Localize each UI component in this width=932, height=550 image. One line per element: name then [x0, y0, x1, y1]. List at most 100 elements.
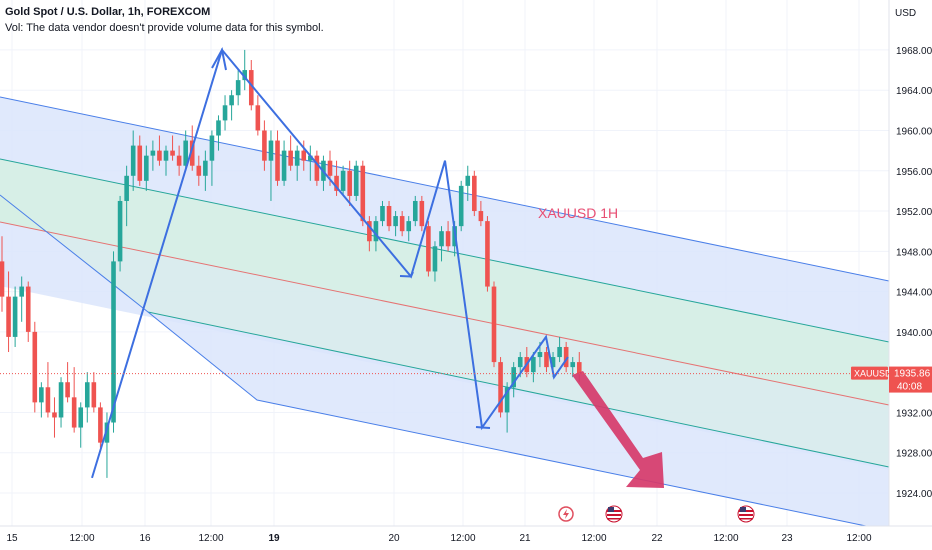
candle-body [557, 346, 562, 358]
candle-body [137, 145, 143, 181]
candle-body [98, 407, 103, 443]
us-flag-icon[interactable] [605, 505, 623, 523]
candle-body [386, 206, 392, 227]
candle-body [242, 70, 248, 81]
price-badge[interactable]: XAUUSD 1935.86 40:08 [851, 366, 932, 393]
candle-body [65, 382, 70, 398]
us-flag-icon[interactable] [737, 505, 755, 523]
badge-symbol: XAUUSD [854, 369, 892, 379]
candle-body [353, 165, 359, 196]
candle-body [294, 150, 300, 166]
candle-body [491, 286, 497, 363]
candle-body [399, 216, 405, 232]
candle-body [150, 150, 156, 156]
candle-body [248, 70, 254, 106]
candle-body [340, 170, 346, 191]
zigzag-arrowhead [475, 426, 491, 429]
price-tick-label: 1932.00 [896, 408, 932, 419]
zigzag-arrowhead [211, 47, 227, 71]
economic-event-icon[interactable] [558, 506, 574, 522]
price-tick-label: 1964.00 [896, 86, 932, 97]
time-tick-label: 12:00 [69, 533, 94, 544]
candle-body [229, 95, 234, 106]
candle-body [511, 367, 516, 388]
candle-body [163, 150, 169, 161]
zigzag-line [91, 47, 569, 479]
candle-body [465, 175, 471, 186]
candle-body [570, 362, 576, 368]
candle-body [203, 160, 208, 176]
chart-title: Gold Spot / U.S. Dollar, 1h, FOREXCOM [5, 6, 211, 18]
badge-price: 1935.86 [894, 369, 931, 380]
candle-body [439, 231, 444, 247]
candle-body [189, 140, 195, 166]
candle-body [360, 165, 366, 222]
price-tick-label: 1944.00 [896, 288, 932, 299]
candle-body [301, 150, 307, 161]
channel-inner-band [0, 159, 889, 405]
currency-label: USD [895, 8, 916, 19]
candle-body [393, 216, 398, 227]
candle-body [157, 150, 162, 161]
candle-body [104, 422, 110, 443]
candle-body [111, 261, 116, 423]
price-tick-label: 1940.00 [896, 328, 932, 339]
candle-body [209, 135, 215, 161]
candle-body [32, 331, 38, 403]
price-axis[interactable]: 1968.00 1964.00 1960.00 1956.00 1952.00 1948.… [896, 46, 932, 500]
candlestick-series [0, 49, 582, 478]
candle-body [255, 105, 261, 131]
candle-body [504, 387, 510, 413]
time-axis[interactable]: 15 12:00 16 12:00 19 20 12:00 21 12:00 22 12:00 23 1… [6, 533, 872, 544]
candle-body [288, 150, 293, 166]
price-tick-label: 1960.00 [896, 126, 932, 137]
candle-body [130, 145, 136, 176]
channel-lower-band [0, 195, 889, 526]
channel-top-line [0, 96, 890, 282]
candle-body [25, 286, 31, 332]
candle-body [380, 206, 385, 222]
candle-body [124, 175, 129, 201]
regression-channel [0, 96, 890, 527]
candle-body [170, 150, 175, 156]
candle-body [367, 221, 372, 242]
price-tick-label: 1952.00 [896, 207, 932, 218]
candle-body [419, 200, 425, 227]
zigzag-arrowhead [399, 271, 414, 278]
channel-lower-mid-line [147, 311, 890, 468]
candle-body [275, 140, 280, 181]
time-tick-label: 19 [268, 533, 280, 544]
candle-body [498, 362, 503, 413]
time-tick-label: 12:00 [713, 533, 738, 544]
candle-body [432, 246, 438, 272]
volume-note: Vol: The data vendor doesn't provide vol… [5, 22, 324, 34]
time-tick-label: 12:00 [581, 533, 606, 544]
candle-body [445, 231, 451, 247]
candle-body [183, 140, 188, 166]
candle-body [117, 200, 123, 262]
channel-upper-mid-line [0, 158, 890, 343]
candle-body [426, 226, 431, 272]
candle-body [6, 296, 11, 337]
candle-body [550, 357, 556, 368]
candle-body [45, 387, 51, 413]
time-tick-label: 23 [781, 533, 793, 544]
badge-countdown: 40:08 [897, 382, 922, 393]
time-tick-label: 22 [651, 533, 663, 544]
candle-body [281, 150, 287, 181]
price-tick-label: 1968.00 [896, 46, 932, 57]
candle-body [39, 387, 44, 403]
candle-body [563, 346, 569, 368]
price-tick-label: 1956.00 [896, 167, 932, 178]
time-tick-label: 12:00 [198, 533, 223, 544]
candle-body [78, 407, 84, 428]
candle-body [412, 200, 418, 222]
chart-annotation: XAUUSD 1H [538, 205, 618, 221]
candle-body [373, 221, 379, 242]
projection-arrow-shape [572, 371, 664, 488]
projection-arrow [572, 371, 664, 488]
candle-body [196, 165, 202, 176]
candle-body [58, 382, 64, 418]
candle-body [347, 170, 352, 196]
